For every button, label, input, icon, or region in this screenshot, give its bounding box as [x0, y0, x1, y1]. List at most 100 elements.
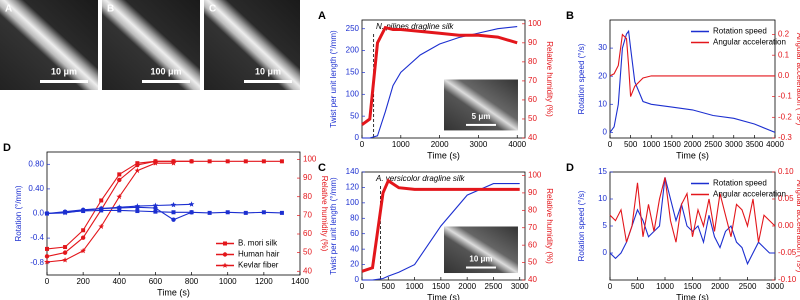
- marker: [189, 210, 194, 215]
- y2-axis-label: Relative humidity (%): [545, 188, 554, 264]
- x-tick-label: 800: [185, 277, 199, 286]
- scale-label: 10 μm: [51, 66, 77, 76]
- marker: [225, 210, 230, 215]
- image-label: C: [209, 4, 216, 15]
- y2-tick-label: 70: [528, 223, 537, 232]
- marker: [279, 159, 284, 164]
- y-tick-label: 0: [355, 133, 360, 142]
- marker: [63, 245, 68, 250]
- image-label: B: [107, 4, 114, 15]
- y-tick-label: 10: [598, 194, 607, 203]
- x-tick-label: 1000: [406, 282, 424, 291]
- marker: [116, 193, 123, 200]
- y-tick-label: 40: [350, 244, 359, 253]
- sem-photo: [0, 0, 98, 90]
- y-tick-label: 20: [350, 260, 359, 269]
- marker: [243, 159, 248, 164]
- y-tick-label: 80: [350, 213, 359, 222]
- y2-tick-label: 90: [303, 173, 312, 182]
- marker: [170, 201, 177, 208]
- y2-tick-label: 50: [528, 258, 537, 267]
- y-axis-label: Rotation (°/mm): [14, 185, 23, 241]
- y2-tick-label: 80: [528, 205, 537, 214]
- series-line: [46, 162, 174, 263]
- x-tick-label: 1400: [291, 277, 309, 286]
- marker: [261, 159, 266, 164]
- marker: [134, 167, 141, 174]
- y-tick-label: 60: [350, 229, 359, 238]
- panel-label: B: [566, 10, 574, 22]
- marker: [99, 198, 104, 203]
- marker: [207, 210, 212, 215]
- x-tick-label: 500: [631, 282, 645, 291]
- y2-tick-label: 0.10: [778, 167, 794, 176]
- y-tick-label: 0: [355, 275, 360, 284]
- scale-label: 10 μm: [255, 66, 281, 76]
- x-tick-label: 1200: [255, 277, 273, 286]
- marker: [135, 162, 140, 168]
- x-axis-label: Time (s): [427, 292, 460, 300]
- y-axis-label: Rotation speed (°/s): [577, 43, 586, 114]
- x-tick-label: 2500: [704, 140, 722, 149]
- chart: 5 μm 0 1000 2000 3000 4000 0 50 100 150 200 250 40 50…: [318, 10, 554, 160]
- marker: [188, 201, 195, 207]
- marker: [45, 246, 49, 251]
- y-tick-label: 10: [598, 99, 607, 108]
- panel-label: C: [318, 162, 326, 174]
- y-tick-label: 5: [603, 221, 608, 230]
- y-tick-label: 30: [598, 43, 607, 52]
- y-tick-label: 200: [346, 46, 360, 55]
- legend-label: Angular acceleration: [713, 38, 786, 47]
- marker: [117, 172, 122, 177]
- y-tick-label: 100: [346, 198, 360, 207]
- y2-tick-label: 70: [528, 76, 537, 85]
- y2-tick-label: 0.2: [778, 30, 790, 39]
- plot-frame: [609, 171, 776, 281]
- y2-axis-label: Angular acceleration (°/s²): [795, 33, 800, 126]
- marker: [98, 223, 105, 229]
- marker: [44, 259, 50, 265]
- x-tick-label: 3500: [745, 140, 763, 149]
- marker: [279, 210, 284, 215]
- x-tick-label: 200: [76, 277, 90, 286]
- x-tick-label: 2500: [739, 282, 757, 291]
- scale-label: 10 μm: [469, 255, 492, 264]
- y-tick-label: 150: [346, 68, 360, 77]
- inset-image: [443, 225, 519, 275]
- y-axis-label: Twist per unit length (°/mm): [329, 30, 338, 128]
- legend-label: B. mori silk: [238, 239, 278, 248]
- x-axis-label: Time (s): [427, 150, 460, 160]
- y2-tick-label: -0.2: [778, 112, 792, 121]
- y2-tick-label: 100: [303, 155, 317, 164]
- marker: [62, 257, 68, 263]
- x-tick-label: 1500: [684, 282, 702, 291]
- series-line: [609, 177, 776, 243]
- y-tick-label: 0.40: [28, 184, 44, 193]
- y2-tick-label: 0.05: [778, 194, 794, 203]
- sem-photo: [102, 0, 200, 90]
- series-line: [609, 177, 775, 266]
- x-tick-label: 2000: [458, 282, 476, 291]
- series-line: [361, 178, 520, 273]
- y2-tick-label: 0.0: [778, 71, 790, 80]
- marker: [117, 208, 122, 213]
- chart: 0 500 1000 1500 2000 2500 3000 0 5 10 15 -0.10 -0.05…: [566, 162, 800, 300]
- y-tick-label: -0.8: [30, 258, 44, 267]
- marker: [117, 177, 122, 183]
- series-line: [609, 29, 776, 133]
- x-tick-label: 400: [113, 277, 127, 286]
- marker: [62, 250, 68, 255]
- y2-tick-label: 40: [528, 133, 537, 142]
- scale-bar: [465, 266, 496, 269]
- x-tick-label: 3000: [470, 140, 488, 149]
- series-line: [609, 33, 775, 97]
- x-axis-label: Time (s): [157, 287, 190, 297]
- x-tick-label: 1000: [656, 282, 674, 291]
- scale-label: 5 μm: [472, 112, 491, 121]
- y2-tick-label: 60: [528, 240, 537, 249]
- y-tick-label: 50: [350, 111, 359, 120]
- marker: [152, 202, 159, 208]
- x-tick-label: 1000: [392, 140, 410, 149]
- y-tick-label: 0: [603, 127, 608, 136]
